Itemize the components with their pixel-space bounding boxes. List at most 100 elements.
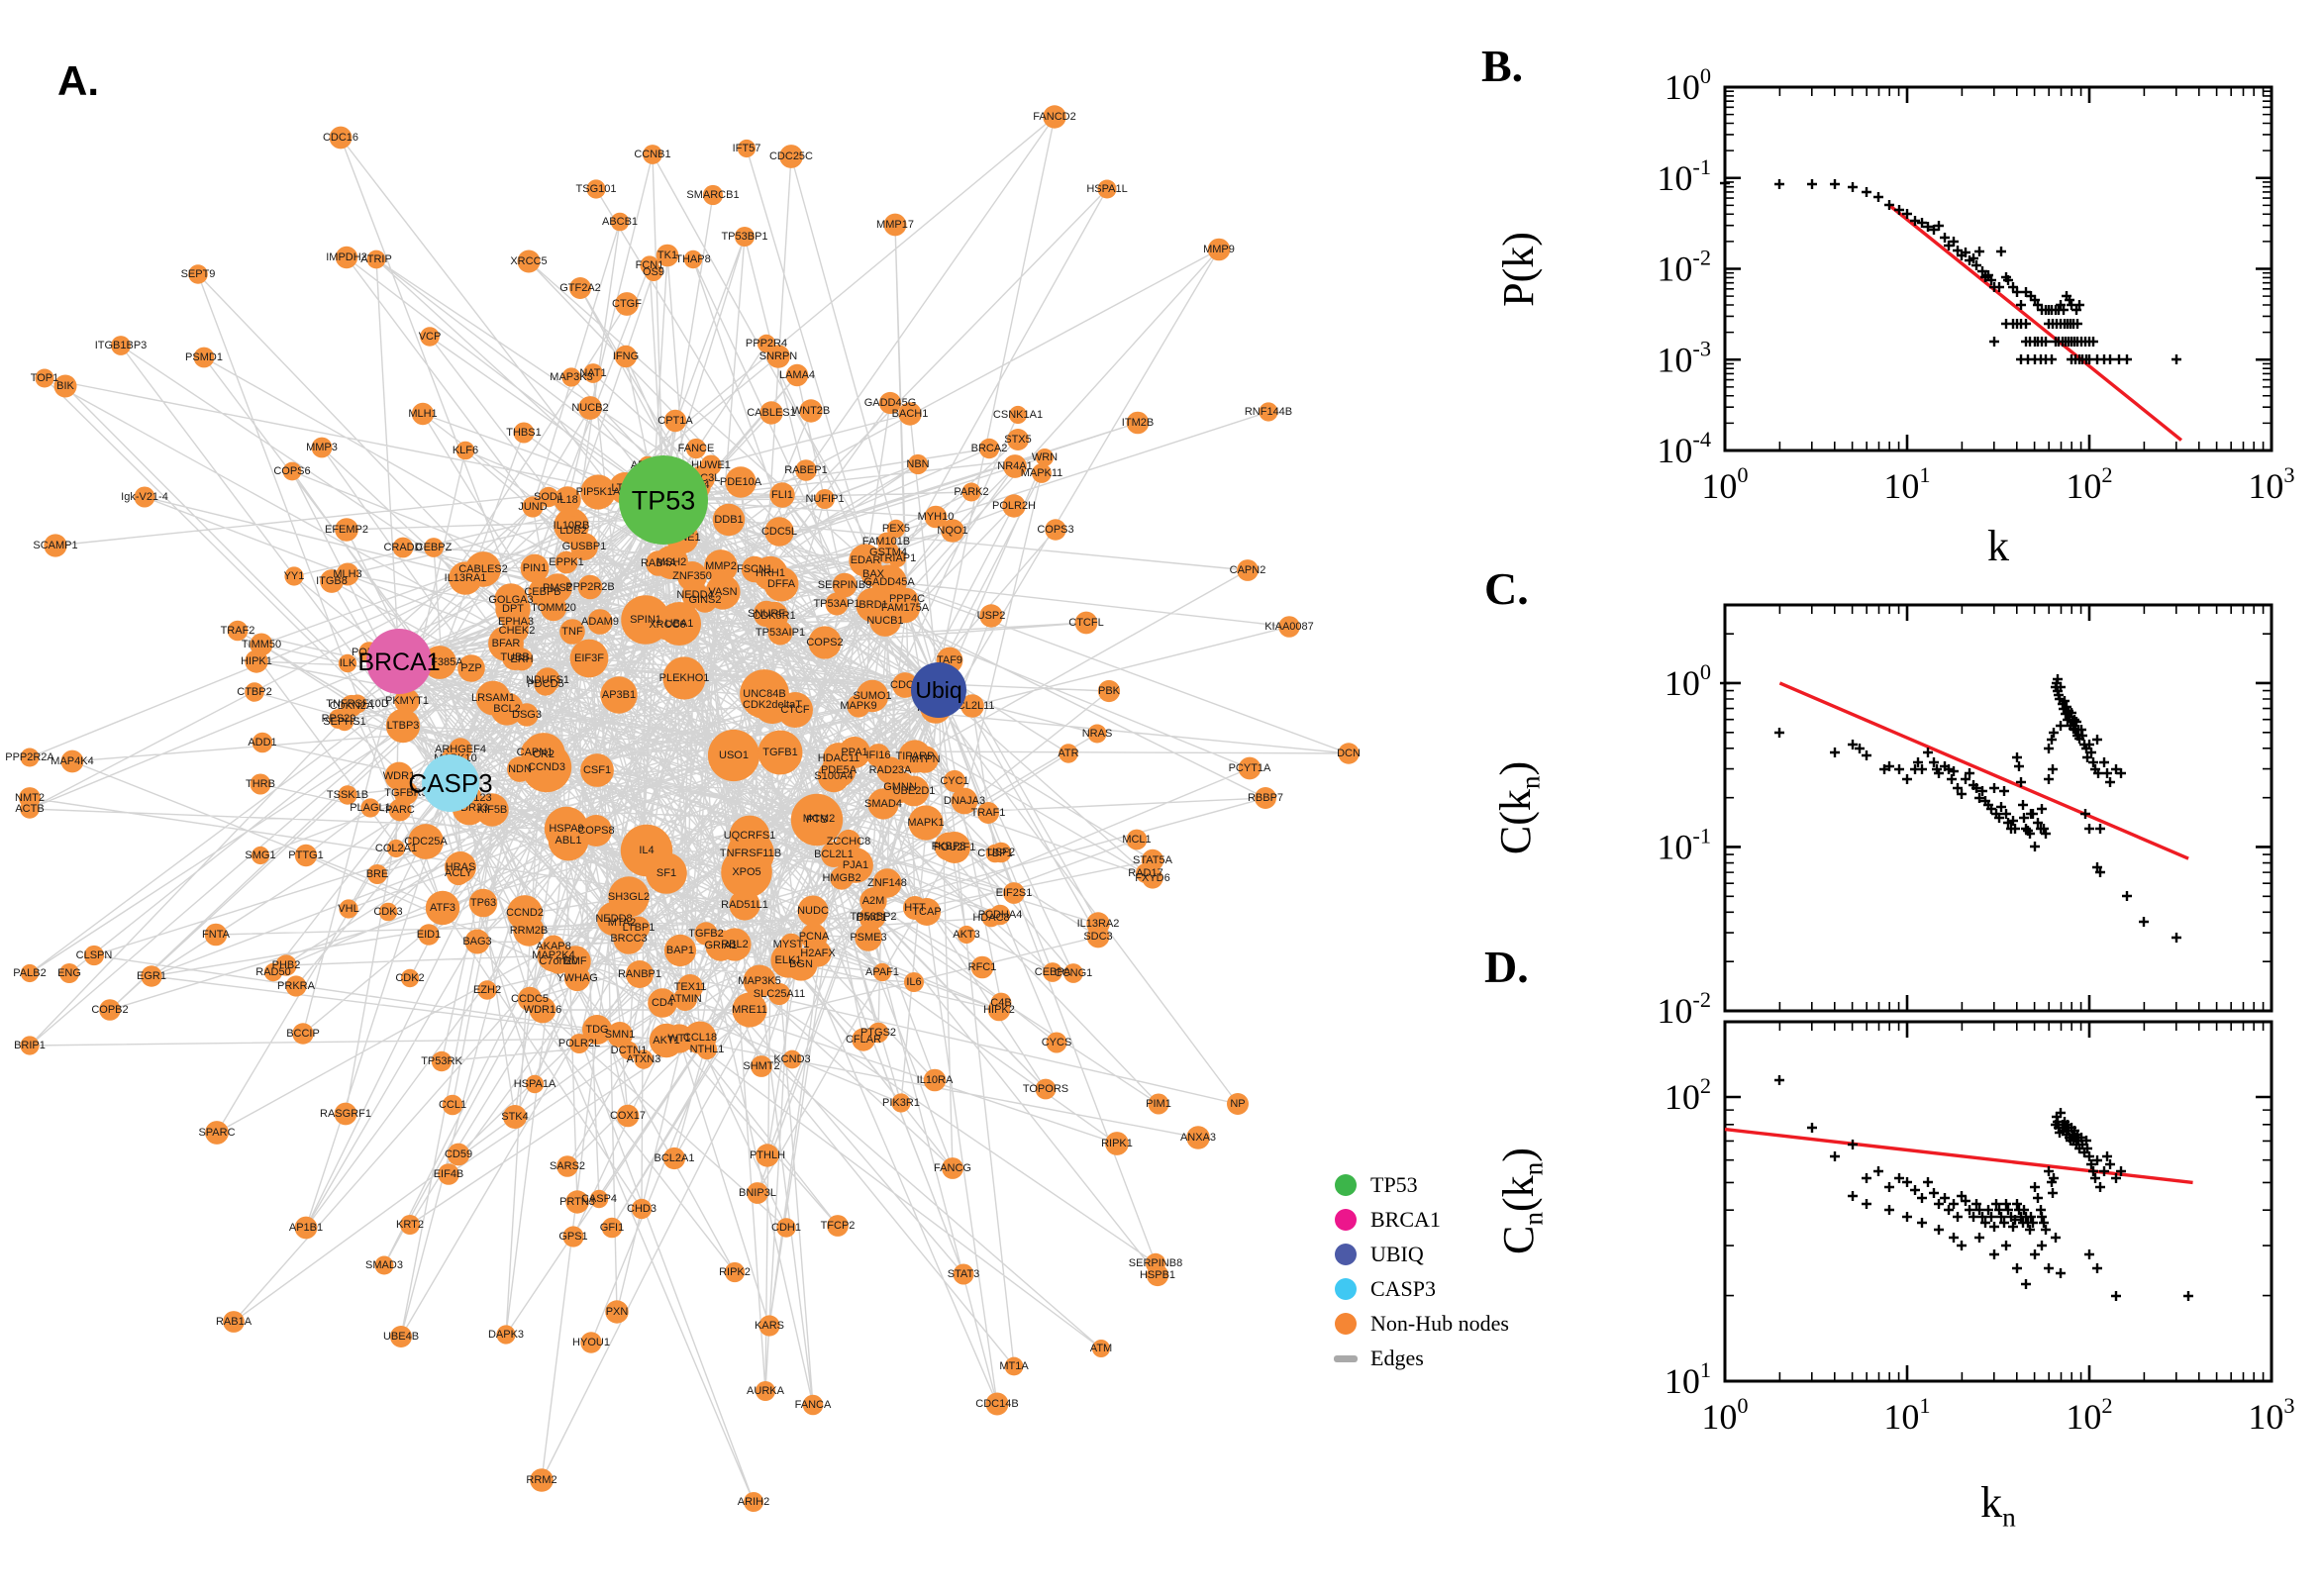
network-node xyxy=(766,345,790,368)
network-node xyxy=(753,555,788,591)
network-node-label: PKMYT1 xyxy=(385,695,429,707)
network-node xyxy=(245,682,264,702)
network-node xyxy=(740,669,789,719)
network-node xyxy=(727,830,774,877)
network-node-label: PPP2R2A xyxy=(5,751,54,763)
network-node xyxy=(393,780,419,806)
network-node-label: CDC16 xyxy=(323,132,358,144)
network-node-label: TP53AIP1 xyxy=(756,627,805,639)
network-node xyxy=(1105,1132,1129,1155)
legend-item-label: BRCA1 xyxy=(1370,1207,1441,1232)
network-node-label: XRCC6 xyxy=(649,619,685,631)
network-node xyxy=(1046,1032,1067,1053)
network-node xyxy=(643,145,662,164)
network-node-label: CAPN2 xyxy=(1230,564,1266,576)
network-node xyxy=(339,899,358,919)
network-node xyxy=(1126,411,1150,435)
network-node xyxy=(400,968,420,988)
network-node xyxy=(785,363,809,387)
network-node-label: FXYD6 xyxy=(1135,872,1169,884)
network-node-label: SPARC xyxy=(198,1127,235,1139)
y-tick-label: 10-2 xyxy=(1657,987,1711,1031)
network-node xyxy=(683,249,703,269)
network-node xyxy=(607,1022,633,1047)
network-node-label: NUDC xyxy=(797,905,829,917)
network-node-label: PSME3 xyxy=(850,932,886,944)
network-node-label: TUBB xyxy=(500,651,529,663)
hub-label-casp3: CASP3 xyxy=(408,768,492,798)
network-node xyxy=(867,1022,889,1044)
network-node xyxy=(294,844,318,867)
network-node-label: IMPDH2 xyxy=(326,251,367,263)
network-node xyxy=(431,1050,453,1072)
y-tick-label: 10-2 xyxy=(1657,246,1711,289)
network-node xyxy=(779,145,803,168)
network-node xyxy=(849,544,882,577)
major-ticks xyxy=(1723,85,2273,452)
network-node-label: HRH1 xyxy=(756,567,785,579)
network-node xyxy=(60,749,84,773)
network-node-label: COPS6 xyxy=(273,465,310,477)
network-node-label: BACH1 xyxy=(892,408,929,420)
network-node-label: BAG3 xyxy=(462,936,491,948)
network-node-label: POLR2H xyxy=(992,500,1036,512)
network-node-label: BRD1 xyxy=(858,599,887,611)
network-node-label: OS9 xyxy=(643,266,664,278)
network-node xyxy=(620,824,673,877)
network-node-label: UBE2D1 xyxy=(893,785,936,797)
minor-ticks xyxy=(1725,604,2272,1011)
network-node xyxy=(677,974,703,1000)
network-node-label: SCAMP1 xyxy=(33,540,77,551)
network-node xyxy=(408,824,444,859)
network-node xyxy=(756,1144,779,1167)
network-node xyxy=(802,1394,824,1416)
network-node xyxy=(677,561,707,591)
network-node-label: EFEMP2 xyxy=(325,524,368,536)
network-node-label: WNT2B xyxy=(792,405,831,417)
network-node-label: LTBP1 xyxy=(623,922,656,934)
network-node-label: PARC xyxy=(385,804,415,816)
network-node xyxy=(1035,1078,1057,1100)
network-node xyxy=(1003,882,1025,904)
network-node-label: KLF6 xyxy=(453,445,478,456)
network-node xyxy=(953,1263,974,1285)
network-node xyxy=(797,895,829,927)
network-node xyxy=(1086,925,1110,948)
hub-node-tp53 xyxy=(619,455,708,545)
network-node-label: MMP2 xyxy=(705,560,737,572)
y-tick-label: 10-1 xyxy=(1657,824,1711,867)
network-node-label: TDG xyxy=(585,1024,608,1036)
network-node-label: TNFRSF10D xyxy=(326,698,389,710)
network-node xyxy=(700,454,722,476)
network-node xyxy=(556,1155,578,1177)
network-node xyxy=(35,368,54,388)
network-node-label: ADD1 xyxy=(248,737,276,748)
y-tick-label: 101 xyxy=(1665,1357,1711,1401)
network-node xyxy=(712,503,746,537)
network-node xyxy=(423,646,456,679)
network-node xyxy=(400,1215,420,1235)
network-node xyxy=(338,653,357,673)
network-node xyxy=(1043,962,1062,982)
hub-label-ubiq: Ubiq xyxy=(915,677,961,703)
network-node-label: PRKRA xyxy=(277,980,316,992)
network-node-label: GUSBP1 xyxy=(562,541,607,552)
network-node-label: ABL1 xyxy=(556,835,582,847)
network-node xyxy=(582,1015,612,1045)
network-node xyxy=(252,732,273,753)
network-node-label: EIF2S1 xyxy=(996,887,1033,899)
network-node xyxy=(540,594,567,622)
network-node-label: PBK xyxy=(1098,685,1121,697)
network-node-label: JUND xyxy=(518,501,547,513)
network-node xyxy=(832,572,858,598)
network-node-label: CCL1 xyxy=(439,1099,466,1111)
network-node-label: FANCG xyxy=(934,1162,971,1174)
network-node xyxy=(961,482,981,502)
network-node-label: BAX xyxy=(862,568,885,580)
network-node-label: NQO1 xyxy=(937,525,967,537)
network-node-label: PTS xyxy=(806,814,827,826)
network-node xyxy=(586,179,606,199)
network-node xyxy=(522,733,565,776)
